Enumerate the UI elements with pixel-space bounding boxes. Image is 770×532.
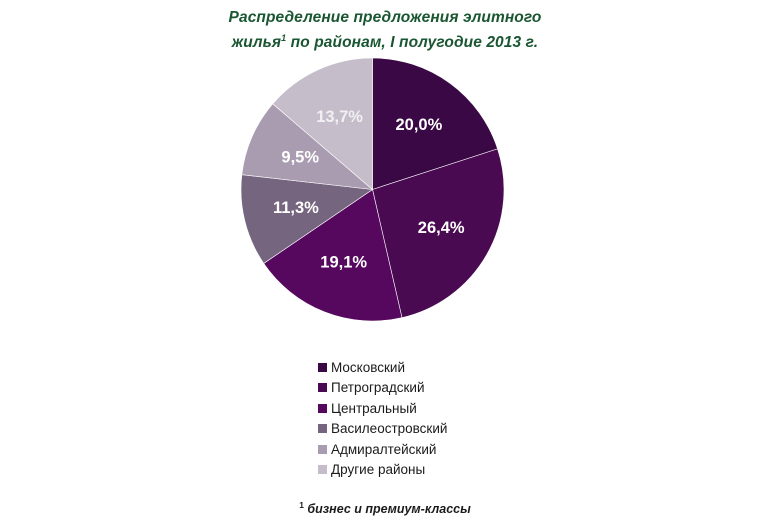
pie-slice-label: 13,7% — [316, 108, 363, 126]
legend-item[interactable]: Василеостровский — [318, 419, 538, 440]
pie-slice-label: 26,4% — [418, 219, 465, 237]
chart-title-line-2-tail: по районам, I полугодие 2013 г. — [286, 34, 539, 52]
pie-slice[interactable] — [241, 103, 374, 190]
footnote-marker: 1 — [299, 500, 304, 510]
legend-item-label: Василеостровский — [331, 421, 448, 437]
chart-title: Распределение предложения элитного жилья… — [0, 8, 770, 53]
legend-item[interactable]: Петроградский — [318, 378, 538, 399]
chart-title-line-1: Распределение предложения элитного — [228, 9, 542, 26]
legend-swatch-icon — [318, 383, 327, 393]
legend-item-label: Адмиралтейский — [331, 441, 437, 457]
pie-slice-group — [241, 58, 504, 321]
pie-slice[interactable] — [372, 148, 505, 319]
pie-slice[interactable] — [272, 58, 373, 191]
footnote-text: бизнес и премиум-классы — [303, 502, 471, 517]
legend-item[interactable]: Другие районы — [318, 460, 538, 481]
legend-item[interactable]: Московский — [318, 357, 538, 378]
pie-slice-label: 11,3% — [273, 199, 319, 217]
legend-item-label: Центральный — [331, 400, 417, 416]
legend-swatch-icon — [318, 362, 327, 372]
legend-swatch-icon — [318, 444, 327, 454]
pie-chart-svg: 20,0% 26,4% 19,1% 11,3% 9,5% 13,7% — [241, 58, 504, 321]
chart-title-footnote-marker: 1 — [281, 33, 287, 43]
pie-slice-label: 19,1% — [320, 253, 367, 271]
pie-label-group: 20,0% 26,4% 19,1% 11,3% 9,5% 13,7% — [273, 108, 465, 271]
legend-item[interactable]: Центральный — [318, 398, 538, 419]
pie-slice[interactable] — [263, 189, 403, 321]
pie-slice-label: 20,0% — [396, 116, 443, 134]
legend-item-label: Другие районы — [331, 462, 426, 478]
legend-item[interactable]: Адмиралтейский — [318, 439, 538, 460]
legend-item-label: Московский — [331, 359, 405, 375]
chart-legend: Московский Петроградский Центральный Василе… — [318, 357, 538, 480]
legend-swatch-icon — [318, 465, 327, 475]
pie-slice[interactable] — [241, 174, 374, 264]
pie-slice[interactable] — [372, 58, 498, 190]
legend-swatch-icon — [318, 424, 327, 434]
chart-title-line-2-text: жилья — [231, 34, 282, 52]
pie-chart: 20,0% 26,4% 19,1% 11,3% 9,5% 13,7% — [241, 58, 504, 321]
chart-title-line-2: жилья1 по районам, I полугодие 2013 г. — [0, 28, 770, 53]
pie-slice-label: 9,5% — [281, 148, 319, 166]
legend-item-label: Петроградский — [331, 380, 425, 396]
chart-footnote: 1 бизнес и премиум-классы — [0, 500, 770, 516]
legend-swatch-icon — [318, 403, 327, 413]
